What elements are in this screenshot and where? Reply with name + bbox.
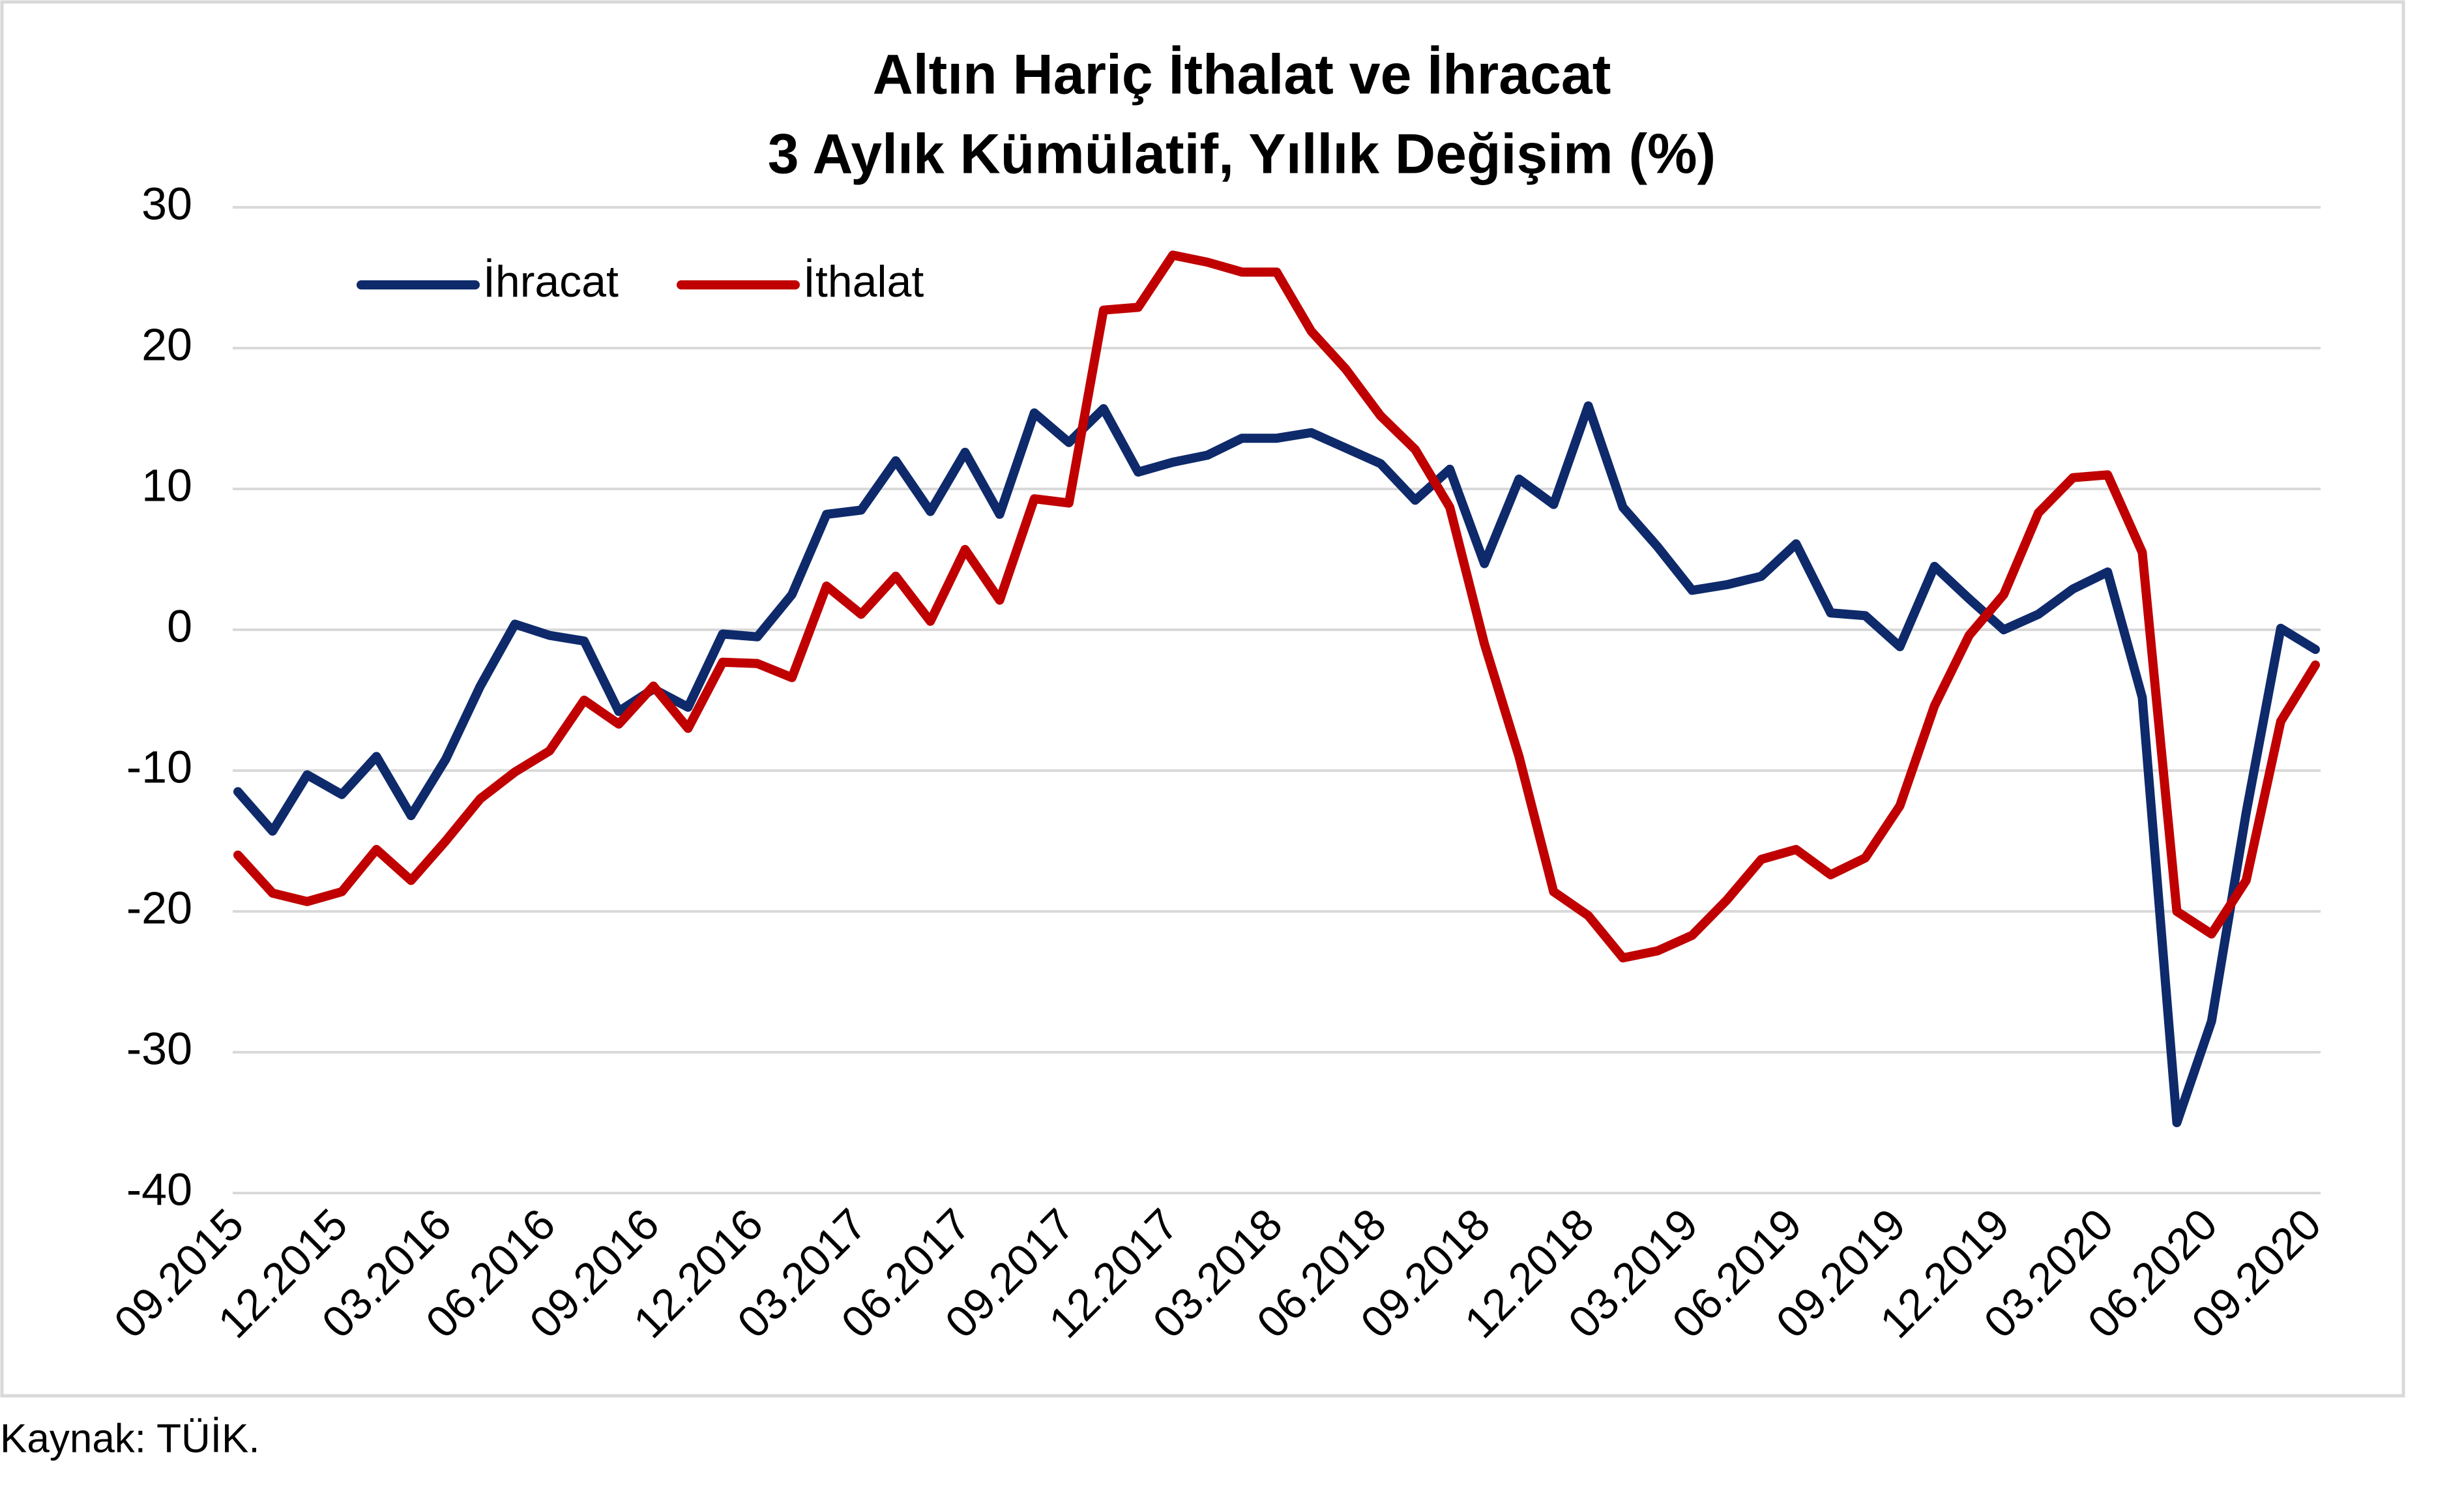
chart-subtitle: 3 Aylık Kümülatif, Yıllık Değişim (%) bbox=[768, 123, 1716, 186]
y-tick-label: 20 bbox=[141, 319, 192, 370]
chart-title: Altın Hariç İthalat ve İhracat bbox=[873, 44, 1611, 106]
y-tick-label: -40 bbox=[126, 1164, 192, 1215]
y-tick-label: -20 bbox=[126, 882, 192, 933]
source-note: Kaynak: TÜİK. bbox=[0, 1416, 260, 1461]
series-line bbox=[233, 401, 2320, 1127]
legend-label: İhracat bbox=[483, 257, 619, 306]
y-tick-label: 0 bbox=[167, 600, 192, 651]
legend-label: İthalat bbox=[803, 257, 924, 306]
y-tick-label: -30 bbox=[126, 1023, 192, 1074]
y-tick-label: 10 bbox=[141, 460, 192, 510]
y-tick-label: -10 bbox=[126, 741, 192, 792]
chart-frame bbox=[0, 0, 2405, 1398]
series-line bbox=[233, 250, 2320, 963]
y-tick-label: 30 bbox=[141, 178, 192, 229]
